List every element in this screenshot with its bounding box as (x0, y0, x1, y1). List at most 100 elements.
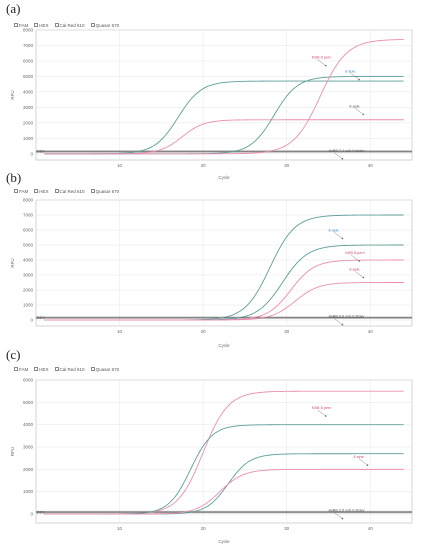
y-axis-title: RFU (10, 90, 15, 99)
legend-item-cal-red[interactable]: Cal Red 610 (54, 367, 85, 372)
threshold-label: DEV (37, 150, 45, 154)
annotation-leader (351, 73, 360, 80)
legend-item-quasar[interactable]: Quasar 670 (90, 23, 119, 28)
panel-c-label: (c) (6, 347, 21, 362)
annotation-label: NSB 8 pern (312, 56, 332, 60)
y-tick-label: 6000 (23, 378, 34, 383)
x-tick-label: 40 (368, 329, 374, 334)
annotation-marker (324, 415, 327, 417)
pcr-amplification-chart-a: 0 1000 2000 3000 4000 5000 6000 7000 8000 10 20 30 4… (10, 28, 413, 180)
checkbox-icon[interactable] (14, 367, 18, 371)
legend-item-cal-red[interactable]: Cal Red 610 (54, 189, 85, 194)
y-tick-label: 8000 (23, 198, 34, 203)
panel-c-legend: FAM HEX Cal Red 610 Quasar 670 (14, 364, 119, 374)
annotation-leader (334, 152, 343, 159)
annotation-marker (358, 260, 360, 262)
amplification-curve (44, 282, 404, 321)
annotation-marker (358, 78, 360, 81)
panel-a-label: (a) (6, 1, 21, 16)
annotation-marker (362, 113, 365, 116)
legend-item-hex[interactable]: HEX (34, 23, 49, 28)
annotation-label: NSB 8 pern (345, 251, 365, 255)
checkbox-icon[interactable] (34, 23, 39, 27)
plot-area (35, 29, 413, 161)
y-tick-label: 1000 (23, 489, 34, 494)
y-tick-label: 5000 (23, 243, 34, 248)
annotation-marker (362, 276, 365, 279)
checkbox-icon[interactable] (54, 23, 59, 27)
annotation-marker (341, 237, 344, 240)
x-tick-label: 10 (117, 163, 123, 168)
x-tick-label: 20 (201, 163, 207, 168)
annotation-label: NSB 8 pern (312, 406, 332, 410)
y-tick-label: 5000 (23, 74, 34, 79)
panel-a-legend: FAM HEX Cal Red 610 Quasar 670 (14, 20, 119, 30)
annotation-label: 8 apie (354, 455, 364, 459)
y-tick-label: 5000 (23, 400, 34, 405)
panel-b-legend: FAM HEX Cal Red 610 Quasar 670 (14, 186, 119, 196)
panel-b-label: (b) (6, 170, 22, 185)
annotation-leader (355, 271, 364, 278)
checkbox-icon[interactable] (54, 189, 59, 193)
annotation-leader (359, 459, 368, 466)
annotation-label: AvBB 7.1 cv0.0 stdev (328, 149, 364, 153)
pcr-amplification-chart-b: 0 1000 2000 3000 4000 5000 6000 7000 8000 10 20 30 4… (10, 198, 413, 348)
checkbox-icon[interactable] (34, 367, 39, 371)
pcr-amplification-chart-c: 0 1000 2000 3000 4000 5000 6000 10 20 30 40 Cycle RF… (10, 378, 413, 544)
legend-item-fam[interactable]: FAM (14, 367, 28, 372)
y-tick-label: 7000 (23, 213, 34, 218)
annotation-label: AvBB 2.5 cv0.0 stdev (328, 509, 364, 513)
annotation-marker (341, 517, 344, 520)
x-tick-label: 40 (368, 163, 374, 168)
x-tick-label: 10 (117, 526, 123, 531)
annotation-label: 8 apie (349, 104, 359, 108)
x-tick-label: 30 (284, 163, 290, 168)
x-tick-label: 20 (201, 329, 207, 334)
checkbox-icon[interactable] (90, 23, 95, 27)
annotation-leader (355, 108, 364, 115)
legend-item-cal-red[interactable]: Cal Red 610 (54, 23, 85, 28)
checkbox-icon[interactable] (34, 189, 39, 193)
legend-item-fam[interactable]: FAM (14, 189, 28, 194)
annotation-marker (366, 464, 369, 467)
annotation-marker (341, 323, 344, 326)
y-tick-label: 2000 (23, 288, 34, 293)
annotation-leader (317, 59, 326, 66)
plot-area (35, 199, 413, 327)
checkbox-icon[interactable] (14, 189, 18, 193)
x-tick-label: 40 (368, 526, 374, 531)
y-tick-label: 6000 (23, 58, 34, 63)
amplification-curve (44, 468, 404, 515)
annotation-leader (334, 232, 343, 239)
legend-item-hex[interactable]: HEX (34, 367, 49, 372)
annotation-label: 8 apie (328, 229, 338, 233)
legend-item-fam[interactable]: FAM (14, 23, 28, 28)
y-tick-label: 2000 (23, 120, 34, 125)
y-tick-label: 4000 (23, 422, 34, 427)
y-tick-label: 1000 (23, 136, 34, 141)
checkbox-icon[interactable] (14, 23, 18, 27)
annotation-leader (334, 512, 343, 519)
x-tick-label: 20 (201, 526, 207, 531)
annotation-leader (334, 318, 343, 325)
legend-item-quasar[interactable]: Quasar 670 (90, 189, 119, 194)
x-axis-title: Cycle (218, 175, 230, 180)
x-tick-label: 30 (284, 329, 290, 334)
legend-item-quasar[interactable]: Quasar 670 (90, 367, 119, 372)
annotation-marker (324, 64, 327, 67)
threshold-label: DEV (37, 316, 45, 320)
x-axis-title: Cycle (218, 539, 230, 544)
checkbox-icon[interactable] (90, 367, 95, 371)
amplification-curve (44, 39, 404, 155)
annotation-leader (317, 409, 326, 417)
y-tick-label: 4000 (23, 258, 34, 263)
annotation-marker (341, 157, 344, 160)
checkbox-icon[interactable] (90, 189, 95, 193)
checkbox-icon[interactable] (54, 367, 59, 371)
y-tick-label: 0 (30, 151, 33, 156)
y-axis-title: RFU (10, 447, 15, 456)
legend-item-hex[interactable]: HEX (34, 189, 49, 194)
y-tick-label: 2000 (23, 467, 34, 472)
y-tick-label: 4000 (23, 89, 34, 94)
x-tick-label: 30 (284, 526, 290, 531)
